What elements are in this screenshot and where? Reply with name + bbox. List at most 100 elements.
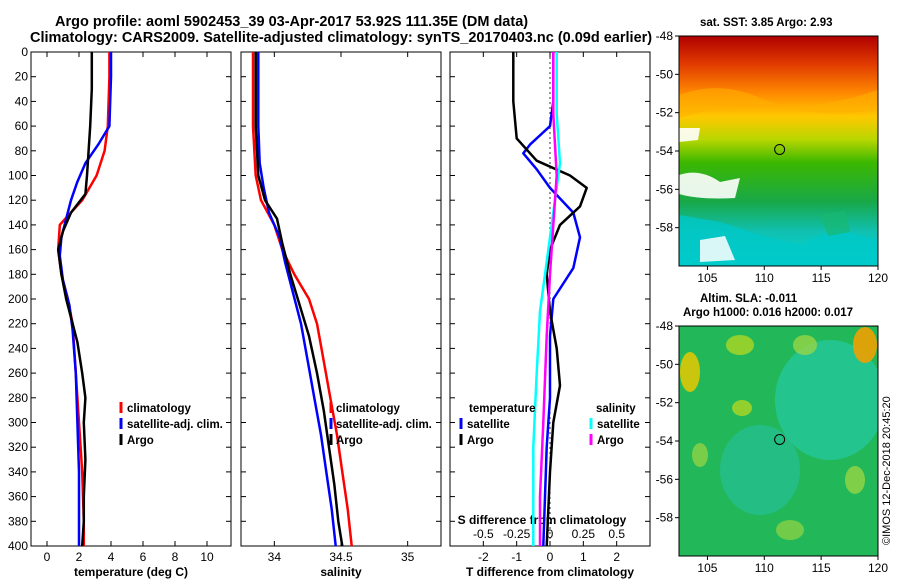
- legend-label-satellite: satellite-adj. clim.: [336, 419, 432, 431]
- s-diff-tick-label: -0.5: [473, 527, 494, 541]
- plot-frame: [240, 51, 442, 547]
- map-y-tick-label: -56: [656, 182, 674, 196]
- y-tick-label: 360: [8, 490, 28, 504]
- sst-missing-data: [700, 236, 735, 262]
- legend-label-argo: Argo: [127, 435, 154, 447]
- x-axis-label: temperature (deg C): [74, 565, 188, 579]
- series-line-argo: [56, 52, 94, 547]
- y-tick-label: 20: [15, 70, 29, 84]
- series-line-argo: [254, 52, 344, 547]
- map-y-tick-label: -54: [656, 144, 674, 158]
- y-tick-label: 140: [8, 218, 28, 232]
- y-tick-label: 200: [8, 292, 28, 306]
- y-tick-label: 180: [8, 267, 28, 281]
- x-tick-label: 4: [108, 550, 115, 564]
- sla-map: 105 110 115 120 -48 -50 -52 -54 -56 -58: [656, 319, 889, 575]
- s-diff-tick-label: 0.25: [572, 527, 596, 541]
- map-y-tick-label: -50: [656, 357, 674, 371]
- x-tick-label: 1: [580, 550, 587, 564]
- argo-location-marker: [774, 143, 786, 155]
- y-tick-label: 280: [8, 391, 28, 405]
- map-y-tick-label: -54: [656, 434, 674, 448]
- x-tick-label: -1: [511, 550, 522, 564]
- y-tick-label: 60: [15, 119, 29, 133]
- temperature-panel: 0204060801001201401601802002202402602803…: [8, 45, 232, 579]
- series-line-t-satellite: [522, 52, 582, 547]
- y-tick-label: 240: [8, 341, 28, 355]
- sst-missing-data: [679, 128, 700, 142]
- sst-map: 105 110 115 120 -48 -50 -52 -54 -56 -58: [656, 29, 889, 285]
- s-diff-tick-label: 0.5: [608, 527, 625, 541]
- x-axis-label: T difference from climatology: [466, 565, 634, 579]
- plot-frame: [30, 51, 232, 547]
- map-y-tick-label: -48: [656, 29, 674, 43]
- y-tick-label: 120: [8, 193, 28, 207]
- series-line-s-argo: [538, 52, 558, 546]
- difference-legend: temperature satellite Argo salinity sate…: [459, 403, 640, 447]
- sst-missing-data: [679, 172, 740, 199]
- y-tick-label: 400: [8, 539, 28, 553]
- watermark: ©IMOS 12-Dec-2018 20:45:20: [881, 396, 893, 545]
- y-tick-label: 340: [8, 465, 28, 479]
- map-x-tick-label: 120: [868, 561, 888, 575]
- x-tick-label: 10: [200, 550, 214, 564]
- map-y-tick-label: -58: [656, 511, 674, 525]
- legend-label-t-satellite: satellite: [467, 419, 510, 431]
- sla-map-title-line-2: Argo h1000: 0.016 h2000: 0.017: [683, 307, 853, 319]
- map-x-tick-label: 115: [812, 271, 831, 285]
- sst-map-axes: 105 110 115 120 -48 -50 -52 -54 -56 -58: [656, 29, 889, 285]
- sla-map-axes: 105 110 115 120 -48 -50 -52 -54 -56 -58: [656, 319, 889, 575]
- title-line-2: Climatology: CARS2009. Satellite-adjuste…: [30, 30, 652, 46]
- legend-label-climatology: climatology: [336, 403, 401, 415]
- map-x-tick-label: 120: [868, 271, 888, 285]
- argo-location-marker: [774, 433, 786, 445]
- y-tick-label: 220: [8, 317, 28, 331]
- y-tick-label: 160: [8, 243, 28, 257]
- s-diff-tick-label: -0.25: [503, 527, 531, 541]
- x-axis-label: salinity: [320, 565, 362, 579]
- map-x-tick-label: 110: [755, 561, 774, 575]
- legend-label-climatology: climatology: [127, 403, 192, 415]
- legend-header-salinity: salinity: [596, 403, 636, 415]
- map-y-tick-label: -56: [656, 472, 674, 486]
- map-x-tick-label: 115: [812, 561, 831, 575]
- x-tick-label: 0: [547, 550, 554, 564]
- legend-label-s-satellite: satellite: [597, 419, 640, 431]
- map-y-tick-label: -58: [656, 221, 674, 235]
- y-tick-label: 260: [8, 366, 28, 380]
- x-tick-label: 6: [140, 550, 147, 564]
- map-x-tick-label: 110: [755, 271, 774, 285]
- y-tick-label: 100: [8, 169, 28, 183]
- x-tick-label: -2: [478, 550, 489, 564]
- series-line-satellite-adj-clim-: [257, 52, 337, 547]
- x-tick-label: 35: [401, 550, 415, 564]
- x-tick-label: 0: [44, 550, 51, 564]
- map-x-tick-label: 105: [697, 561, 717, 575]
- series-line-s-satellite: [532, 52, 562, 546]
- sla-map-title-line-1: Altim. SLA: -0.011: [700, 293, 798, 305]
- legend-label-t-argo: Argo: [467, 435, 494, 447]
- salinity-panel: 34 34.5 35 salinity: [240, 51, 442, 579]
- title-line-1: Argo profile: aoml 5902453_39 03-Apr-201…: [55, 14, 528, 30]
- y-tick-label: 40: [15, 94, 29, 108]
- x-tick-label: 34.5: [329, 550, 353, 564]
- x-tick-label: 8: [172, 550, 179, 564]
- legend-header-temperature: temperature: [469, 403, 535, 415]
- legend-label-s-argo: Argo: [597, 435, 624, 447]
- difference-panel: -2 -1 0 1 2-0.5 -0.25 0 0.25 0.5S difference fro…: [449, 51, 651, 579]
- y-tick-label: 300: [8, 416, 28, 430]
- legend-label-argo: Argo: [336, 435, 363, 447]
- legend-label-satellite: satellite-adj. clim.: [127, 419, 223, 431]
- s-diff-axis-label: S difference from climatology: [458, 513, 627, 527]
- map-y-tick-label: -48: [656, 319, 674, 333]
- series-line-climatology: [251, 52, 353, 547]
- y-tick-label: 320: [8, 440, 28, 454]
- x-tick-label: 2: [613, 550, 620, 564]
- y-tick-label: 0: [21, 45, 28, 59]
- temperature-legend: climatology satellite-adj. clim. Argo: [119, 402, 223, 447]
- salinity-legend: climatology satellite-adj. clim. Argo: [329, 402, 432, 447]
- y-tick-label: 80: [15, 144, 29, 158]
- x-tick-label: 2: [76, 550, 83, 564]
- series-line-t-argo: [512, 52, 588, 547]
- map-y-tick-label: -52: [656, 396, 674, 410]
